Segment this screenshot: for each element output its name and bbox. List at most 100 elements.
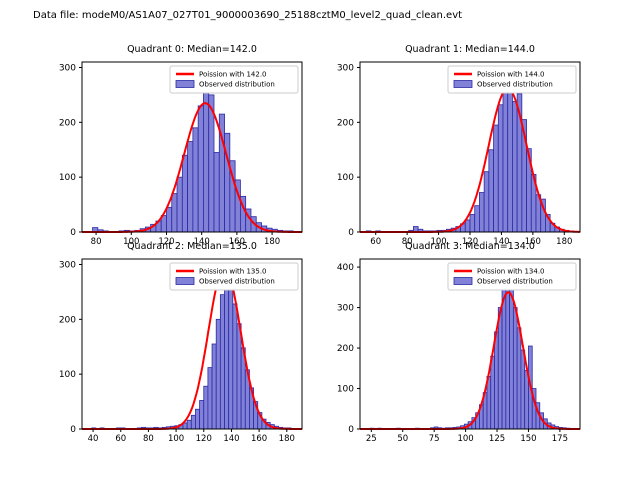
y-tick-label: 0 (348, 228, 354, 238)
histogram-bar (497, 307, 503, 430)
histogram-bar (215, 318, 221, 430)
subplot-title: Quadrant 0: Median=142.0 (127, 44, 257, 55)
subplot-title: Quadrant 3: Median=134.0 (405, 241, 535, 252)
histogram-bar (493, 124, 499, 233)
subplot-quadrant-1: 60 80 100 120 140 160 180 0 100 200 300 Quadrant 1:… (298, 38, 598, 250)
x-tick-label: 140 (493, 237, 509, 247)
histogram-bar (166, 206, 173, 233)
histogram-bar (203, 69, 210, 233)
histogram-bar (211, 343, 217, 430)
y-tick-label: 100 (337, 385, 354, 395)
x-tick-label: 180 (264, 237, 280, 247)
histogram-bar (497, 104, 504, 233)
legend-patch-sample (175, 277, 195, 285)
x-tick-label: 100 (123, 237, 139, 247)
histogram-bar (176, 176, 183, 233)
histogram-bar (224, 269, 230, 430)
histogram-bar (490, 355, 495, 430)
quadrant-1-plot: 60 80 100 120 140 160 180 0 100 200 300 Quadrant 1:… (337, 44, 581, 247)
histogram-bar (219, 294, 225, 430)
x-tick-label: 160 (525, 237, 541, 247)
subplot-quadrant-0: 80 100 120 140 160 180 0 100 200 300 Quadrant 0: M… (20, 38, 320, 250)
legend-patch-sample (175, 80, 195, 88)
histogram-bar (186, 419, 192, 430)
y-tick-label: 200 (337, 118, 354, 128)
histogram-bar (181, 154, 189, 233)
subplot-title: Quadrant 2: Median=135.0 (127, 241, 257, 252)
histogram-bar (207, 367, 213, 430)
poisson-fit-curve (82, 266, 302, 430)
histogram-bar (213, 152, 220, 233)
x-tick-label: 120 (462, 237, 478, 247)
x-tick-label: 150 (520, 434, 536, 444)
x-tick-label: 50 (397, 434, 408, 444)
y-tick-label: 300 (337, 304, 354, 314)
x-tick-label: 100 (457, 434, 473, 444)
histogram-bar (208, 94, 215, 233)
subplot-quadrant-2: 40 60 80 100 120 140 160 180 0 100 200 300 Quadrant … (20, 235, 320, 447)
x-tick-label: 180 (556, 237, 572, 247)
legend-label-observed: Observed distribution (477, 81, 553, 89)
x-tick-label: 140 (223, 434, 239, 444)
histogram-bar (190, 414, 196, 430)
histogram-bar (474, 205, 480, 233)
x-tick-label: 80 (402, 237, 413, 247)
subplot-title: Quadrant 1: Median=144.0 (405, 44, 535, 55)
quadrant-3-plot: 25 50 75 100 125 150 175 0 100 200 300 400 Quadrant … (337, 241, 581, 444)
legend-label-observed: Observed distribution (199, 81, 275, 89)
legend-patch-sample (453, 277, 473, 285)
axes-frame (81, 258, 303, 430)
x-tick-label: 75 (429, 434, 440, 444)
y-tick-label: 300 (59, 63, 76, 73)
x-tick-label: 120 (196, 434, 212, 444)
x-tick-label: 140 (194, 237, 210, 247)
x-tick-label: 160 (229, 237, 245, 247)
y-tick-label: 100 (59, 370, 76, 380)
y-tick-label: 0 (70, 228, 76, 238)
histogram-bar (171, 193, 178, 233)
histogram-bar (195, 408, 201, 430)
histogram-bar (524, 369, 529, 430)
legend-box (447, 262, 577, 291)
figure-title: Data file: modeM0/AS1A07_027T01_90000036… (33, 10, 463, 21)
legend-label-poisson: Poission with 142.0 (199, 71, 267, 79)
histogram-bar (512, 101, 518, 233)
y-tick-label: 100 (337, 173, 354, 183)
x-tick-label: 25 (366, 434, 377, 444)
legend-patch-sample (453, 80, 473, 88)
histogram-bar (469, 214, 476, 233)
histogram-bar (236, 323, 242, 430)
histogram-bar (199, 400, 205, 430)
legend-label-poisson: Poission with 144.0 (477, 71, 545, 79)
poisson-fit-curve (360, 291, 580, 430)
x-tick-label: 80 (143, 434, 154, 444)
x-tick-label: 100 (168, 434, 184, 444)
histogram-bar (483, 171, 490, 233)
legend-box (447, 65, 577, 94)
histogram-bar (464, 219, 471, 233)
y-tick-label: 100 (59, 173, 76, 183)
y-tick-label: 200 (59, 118, 76, 128)
x-tick-label: 175 (552, 434, 568, 444)
histogram-bar (228, 284, 234, 430)
y-tick-label: 0 (348, 425, 354, 435)
histogram-bar (488, 149, 494, 233)
subplot-quadrant-3: 25 50 75 100 125 150 175 0 100 200 300 400 Quadrant … (298, 235, 598, 447)
y-tick-label: 300 (337, 63, 354, 73)
x-tick-label: 60 (370, 237, 381, 247)
y-tick-label: 400 (337, 263, 354, 273)
x-tick-label: 100 (430, 237, 446, 247)
legend-box (169, 65, 299, 94)
axes-frame (359, 258, 581, 430)
histogram-bar (512, 307, 518, 430)
x-tick-label: 60 (115, 434, 126, 444)
quadrant-2-plot: 40 60 80 100 120 140 160 180 0 100 200 300 Quadrant … (59, 241, 303, 444)
y-tick-label: 300 (59, 260, 76, 270)
histogram-bar (501, 288, 507, 430)
histogram-bar (520, 349, 526, 430)
legend-label-observed: Observed distribution (477, 278, 553, 286)
y-tick-label: 200 (59, 315, 76, 325)
histogram-bar (479, 192, 485, 233)
histogram-bar (494, 331, 499, 430)
legend-label-poisson: Poission with 134.0 (477, 268, 545, 276)
